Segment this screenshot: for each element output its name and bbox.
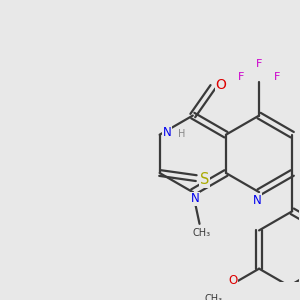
Text: F: F [256, 59, 262, 69]
Text: N: N [163, 125, 171, 139]
Text: F: F [238, 72, 244, 82]
Text: N: N [253, 194, 261, 207]
Text: CH₃: CH₃ [205, 294, 223, 300]
Text: N: N [191, 192, 200, 206]
Text: H: H [178, 129, 186, 139]
Text: S: S [200, 172, 209, 187]
Text: CH₃: CH₃ [193, 228, 211, 238]
Text: O: O [229, 274, 238, 287]
Text: F: F [274, 72, 280, 82]
Text: O: O [216, 78, 226, 92]
